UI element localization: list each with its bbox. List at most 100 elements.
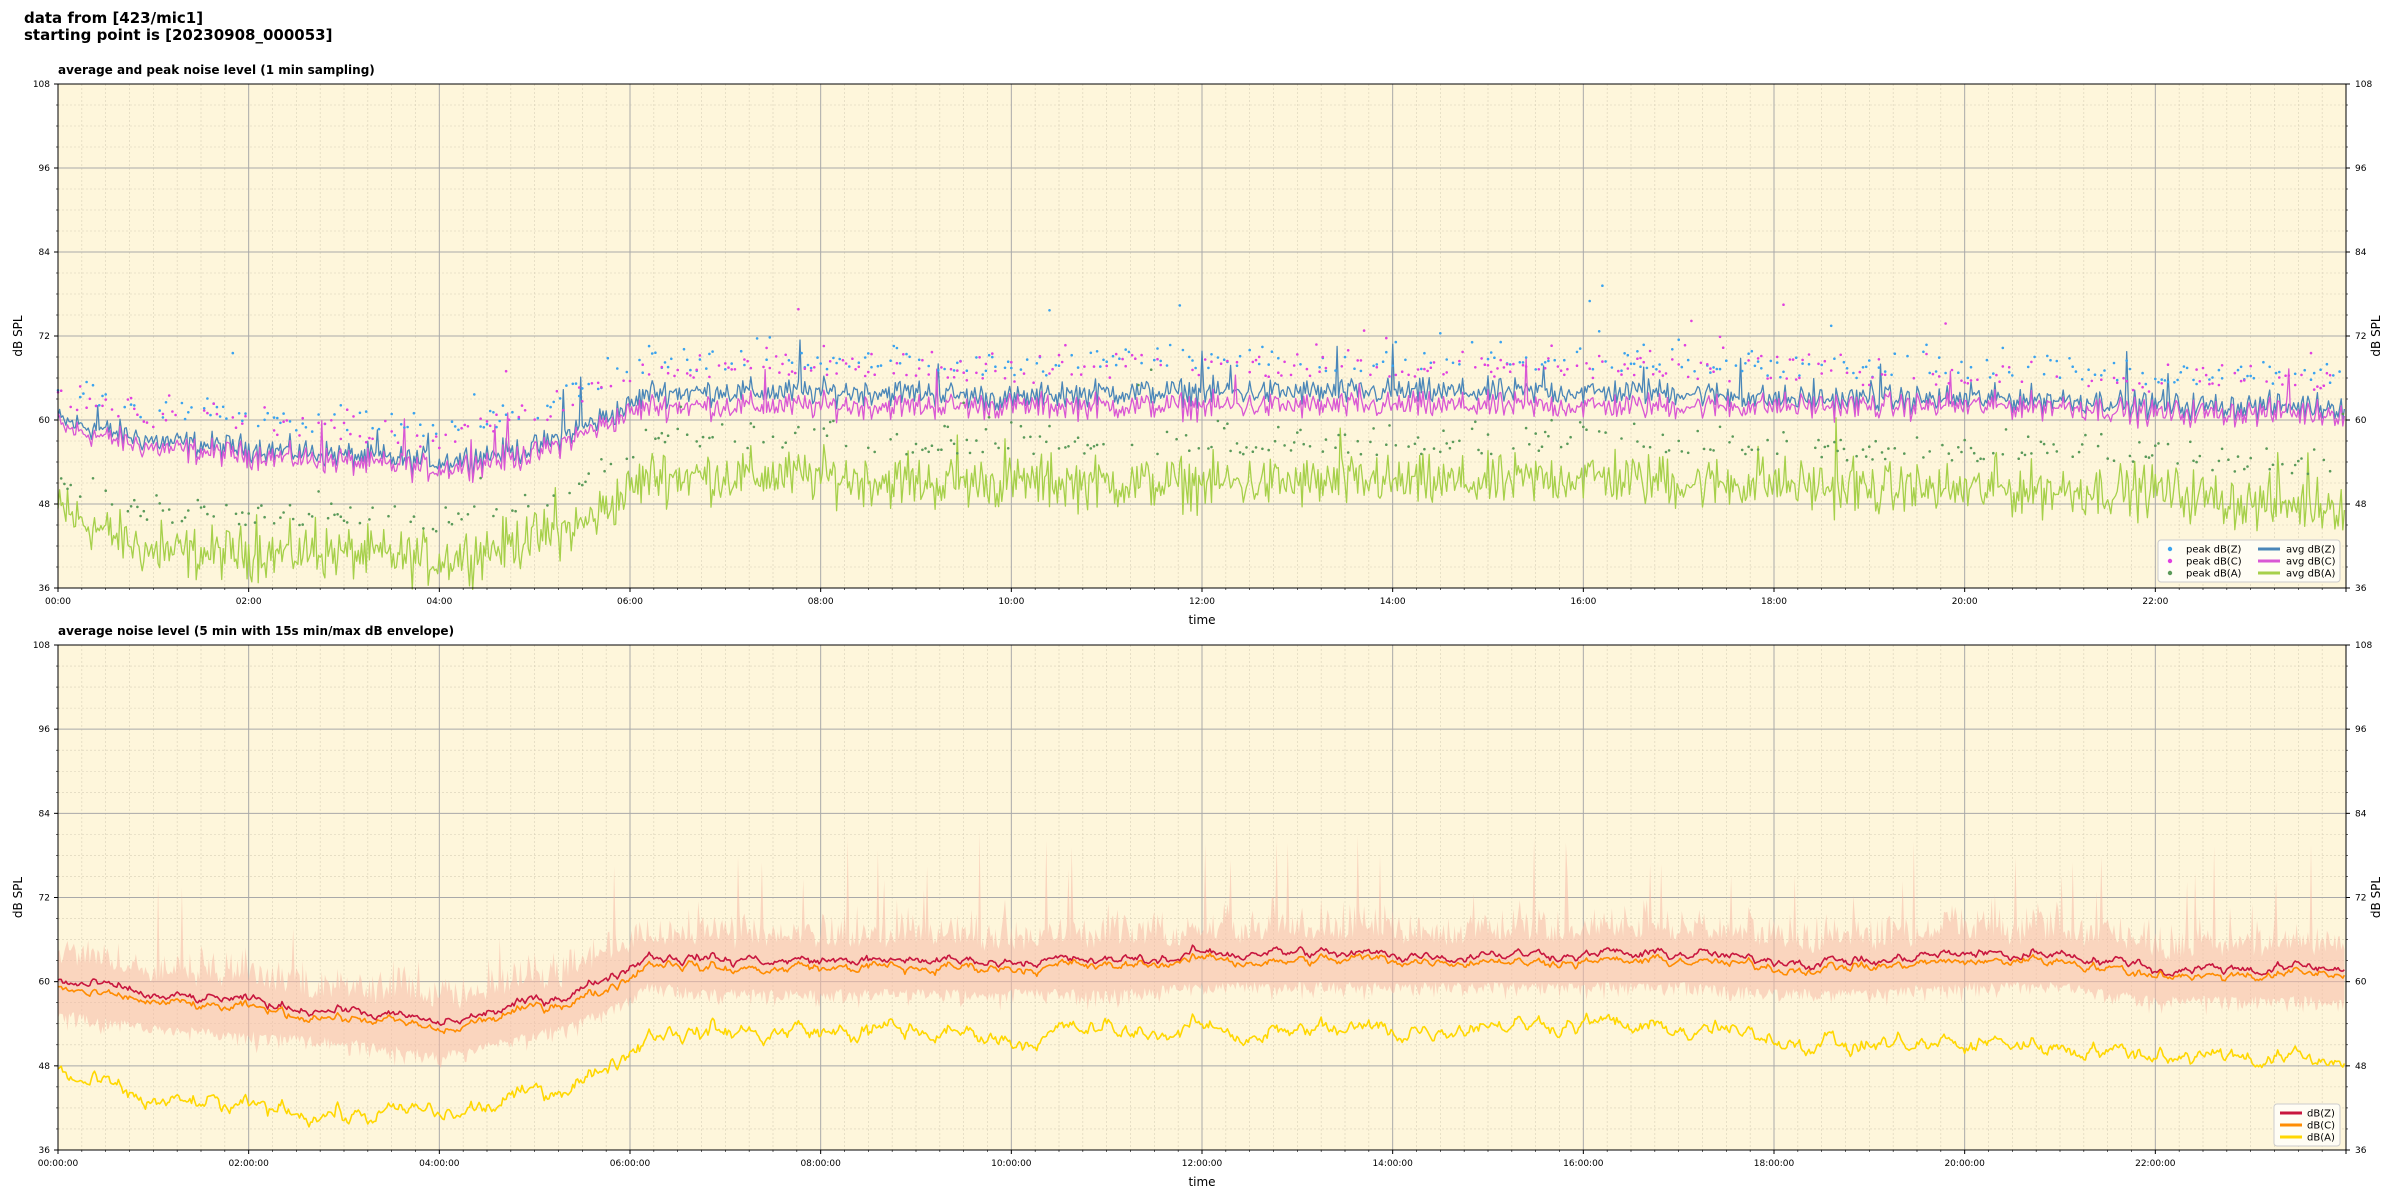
peak-point (1718, 425, 1722, 429)
peak-point (1922, 456, 1925, 459)
peak-point (1372, 427, 1375, 430)
peak-point (2312, 448, 2316, 451)
peak-point (466, 425, 470, 428)
peak-point (1394, 340, 1398, 344)
peak-point (158, 409, 161, 412)
peak-point (1861, 366, 1865, 369)
peak-point (256, 424, 260, 428)
peak-point (1569, 435, 1572, 439)
peak-point (1823, 445, 1827, 449)
peak-point (708, 375, 711, 379)
peak-point (708, 436, 711, 440)
peak-point (447, 520, 451, 524)
peak-point (180, 519, 184, 523)
x-axis-label: time (1188, 1175, 1215, 1189)
peak-point (1439, 332, 1442, 335)
peak-point (1235, 360, 1239, 364)
peak-point (975, 439, 978, 442)
peak-point (1648, 445, 1652, 449)
peak-point (2112, 459, 2116, 463)
peak-point (1114, 363, 1118, 367)
peak-point (282, 511, 285, 514)
peak-point (1407, 445, 1410, 448)
peak-point (368, 518, 371, 521)
legend: dB(Z)dB(C)dB(A) (2273, 1103, 2341, 1147)
peak-point (2328, 469, 2332, 473)
peak-point (2144, 455, 2148, 459)
peak-point (1969, 446, 1973, 450)
peak-point (450, 420, 454, 424)
peak-point (676, 427, 679, 431)
peak-point (1359, 359, 1363, 362)
peak-point (1289, 449, 1293, 452)
min-max-envelope (58, 831, 2345, 1069)
peak-point (2017, 457, 2020, 461)
peak-point (2236, 455, 2240, 458)
peak-point (1588, 299, 1591, 303)
peak-point (844, 444, 848, 448)
peak-point (2306, 472, 2310, 476)
peak-point (206, 411, 209, 415)
peak-point (1880, 451, 1884, 454)
peak-point (670, 357, 673, 361)
peak-point (965, 379, 969, 382)
peak-point (898, 362, 902, 365)
peak-point (161, 416, 165, 419)
peak-point (2004, 428, 2008, 431)
y-axis-label-right: dB SPL (2369, 315, 2383, 357)
peak-point (403, 426, 406, 429)
peak-point (682, 347, 686, 351)
peak-point (212, 515, 215, 518)
peak-point (164, 418, 168, 422)
peak-point (1022, 372, 1026, 375)
peak-point (743, 363, 746, 367)
peak-point (256, 506, 260, 510)
peak-point (546, 404, 549, 408)
peak-point (336, 513, 339, 516)
peak-point (784, 353, 787, 357)
peak-point (1617, 369, 1620, 373)
peak-point (1966, 376, 1970, 380)
peak-point (650, 352, 654, 355)
peak-point (546, 504, 549, 507)
peak-point (2093, 373, 2097, 377)
peak-point (78, 385, 82, 388)
peak-point (1416, 436, 1420, 439)
peak-point (2201, 366, 2205, 370)
peak-point (1998, 380, 2001, 384)
peak-point (774, 355, 778, 358)
peak-point (1216, 419, 1220, 423)
peak-point (1381, 360, 1385, 364)
peak-point (1318, 370, 1321, 374)
y-tick-label: 72 (39, 894, 50, 904)
peak-point (2211, 468, 2214, 472)
peak-point (1543, 366, 1547, 370)
peak-point (1868, 359, 1871, 362)
peak-point (317, 413, 320, 416)
peak-point (272, 522, 276, 525)
peak-point (1798, 374, 1801, 377)
peak-point (2115, 381, 2119, 385)
peak-point (959, 360, 962, 363)
peak-point (244, 523, 247, 527)
peak-point (139, 415, 142, 419)
peak-point (596, 387, 600, 391)
peak-point (2160, 382, 2163, 385)
peak-point (1041, 370, 1045, 373)
peak-point (1934, 370, 1938, 373)
peak-point (310, 430, 314, 433)
peak-point (1855, 376, 1858, 380)
peak-point (1575, 350, 1579, 354)
peak-point (2211, 382, 2214, 385)
peak-point (2220, 447, 2224, 451)
peak-point (1267, 448, 1270, 452)
peak-point (1226, 422, 1229, 426)
peak-point (1537, 449, 1541, 453)
x-tick-label: 04:00 (426, 597, 452, 607)
peak-point (234, 426, 238, 430)
peak-point (1296, 431, 1299, 434)
peak-point (1188, 449, 1191, 453)
peak-point (1585, 428, 1588, 432)
peak-point (825, 367, 829, 371)
peak-point (1626, 367, 1630, 370)
